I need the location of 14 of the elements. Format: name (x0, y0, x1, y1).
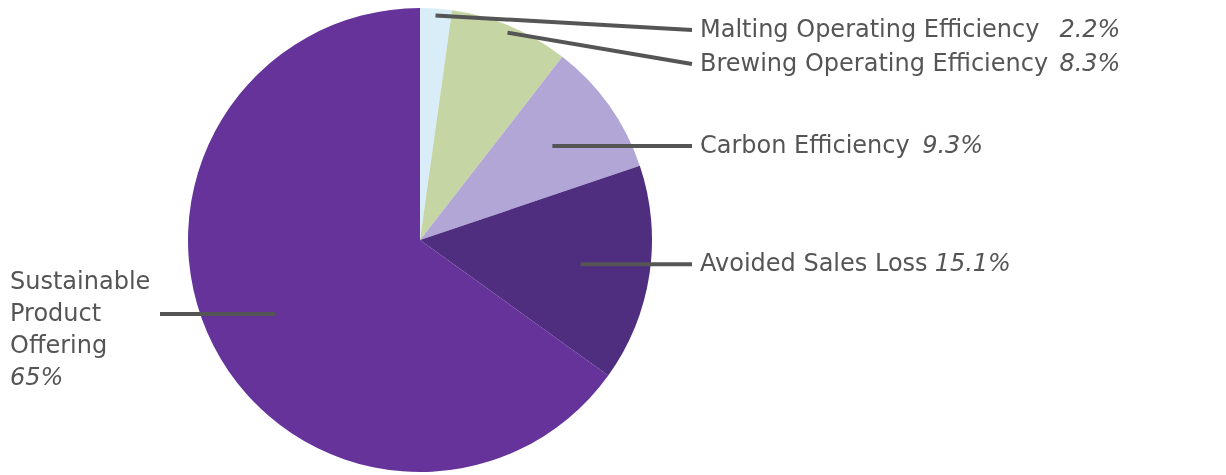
data-label: 65% (10, 363, 64, 392)
slice-label: Sustainable Product Offering (10, 267, 151, 360)
data-label: 8.3% (1059, 49, 1121, 77)
slice-label: Malting Operating Efficiency (700, 15, 1040, 43)
slice-label: Carbon Efficiency (700, 130, 910, 159)
data-label: 15.1% (934, 249, 1011, 278)
pie-slice (420, 165, 652, 376)
pie-slice (188, 8, 609, 472)
slice-label: Brewing Operating Efficiency (700, 49, 1049, 77)
pie-slice (420, 10, 563, 240)
data-label: 2.2% (1059, 15, 1121, 43)
pie-slice (420, 56, 640, 240)
slice-label: Avoided Sales Loss (700, 249, 928, 278)
data-label: 9.3% (922, 130, 984, 159)
